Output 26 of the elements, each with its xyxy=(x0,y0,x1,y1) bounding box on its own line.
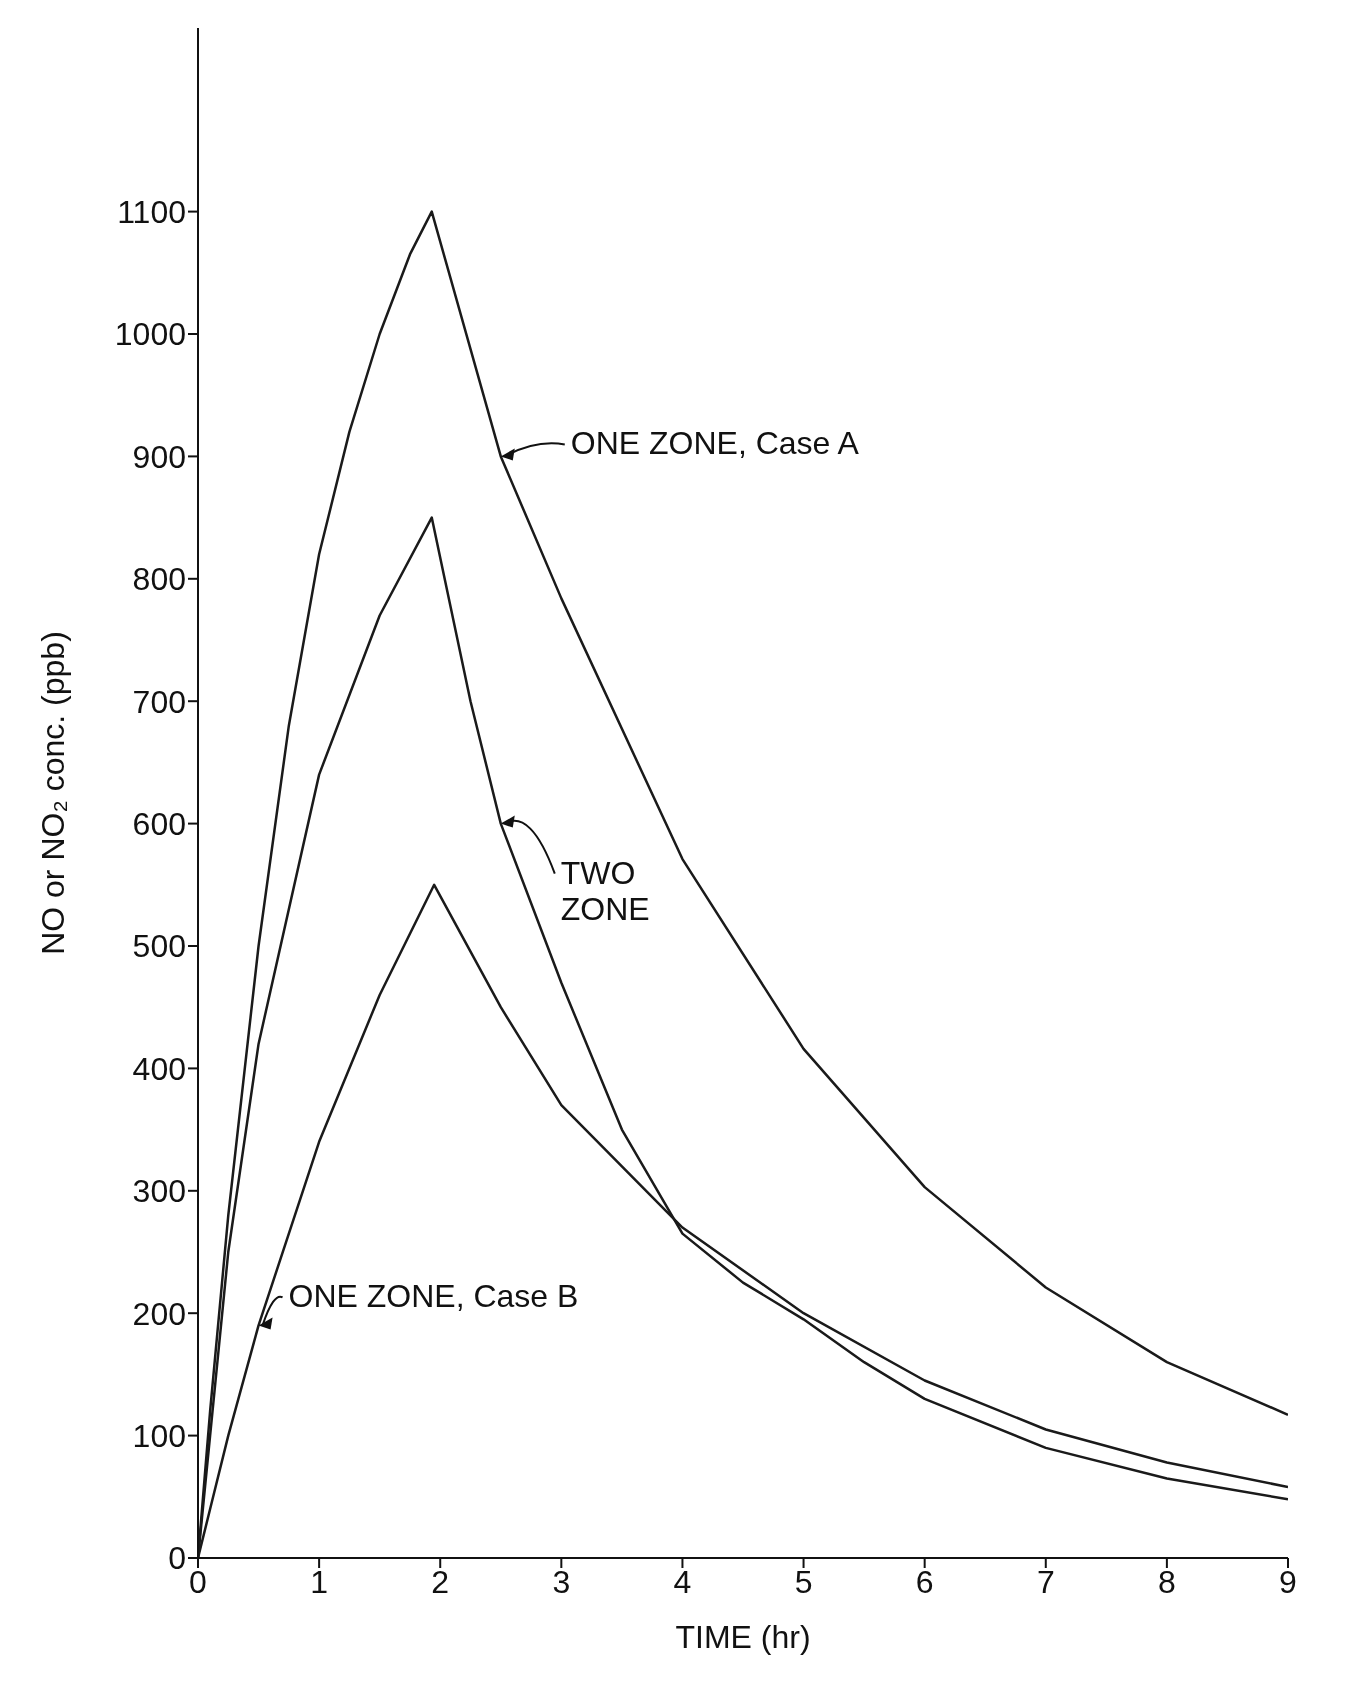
y-tick-label: 1000 xyxy=(114,316,186,353)
x-tick-label: 4 xyxy=(673,1563,692,1600)
x-tick-label: 6 xyxy=(915,1563,934,1600)
x-tick-label: 5 xyxy=(794,1563,813,1600)
x-tick-label: 3 xyxy=(552,1563,571,1600)
y-tick-label: 900 xyxy=(132,438,186,475)
x-tick-label: 9 xyxy=(1279,1563,1297,1600)
y-tick-label: 700 xyxy=(132,683,186,720)
series-label: TWO ZONE xyxy=(560,854,650,927)
y-tick-label: 500 xyxy=(132,928,186,965)
y-tick-label: 600 xyxy=(132,805,186,842)
y-tick-label: 800 xyxy=(132,561,186,598)
y-tick-label: 300 xyxy=(132,1173,186,1210)
x-tick-label: 1 xyxy=(310,1563,329,1600)
legend-label: ONE ZONE, Case B xyxy=(288,1278,579,1315)
y-tick-label: 1100 xyxy=(117,193,186,230)
y-axis-title: NO or NO₂ conc. (ppb) xyxy=(35,631,72,955)
x-tick-label: 8 xyxy=(1157,1563,1176,1600)
y-tick-label: 400 xyxy=(132,1050,186,1087)
x-tick-label: 2 xyxy=(431,1563,450,1600)
y-tick-label: 100 xyxy=(132,1417,186,1454)
y-tick-label: 200 xyxy=(132,1295,186,1332)
x-axis-title: TIME (hr) xyxy=(675,1619,811,1655)
y-tick-label: 0 xyxy=(168,1540,186,1577)
x-tick-label: 7 xyxy=(1036,1563,1055,1600)
legend-label: ONE ZONE, Case A xyxy=(570,425,860,462)
